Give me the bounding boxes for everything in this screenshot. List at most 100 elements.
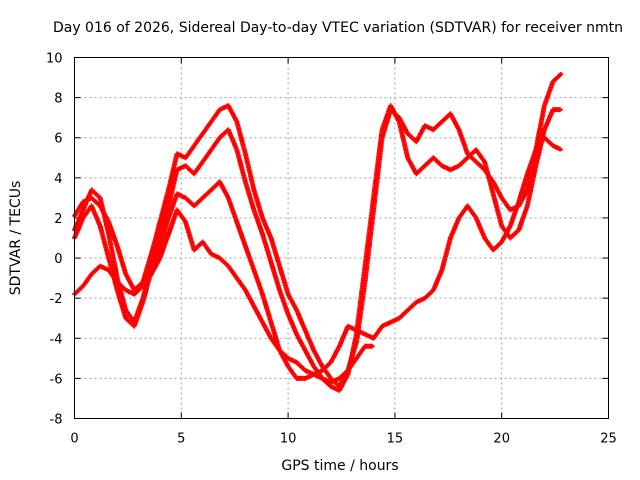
data-point (192, 144, 196, 147)
data-point (338, 389, 341, 392)
data-point (124, 288, 127, 292)
data-point (244, 288, 247, 292)
data-point (252, 304, 256, 308)
data-point (98, 264, 102, 268)
data-point (116, 288, 119, 292)
data-point (380, 325, 384, 328)
data-point (363, 345, 367, 348)
axis-ticks: 0 5 10 15 20 25 -8 -6 -4 -2 0 2 4 6 8 10 (46, 52, 617, 447)
data-point (218, 136, 221, 139)
data-point (526, 172, 529, 176)
data-point (286, 357, 290, 360)
data-point (372, 337, 375, 340)
data-point (483, 236, 486, 240)
data-point (321, 369, 324, 372)
data-point (355, 333, 358, 336)
data-point (500, 224, 503, 228)
data-point (363, 333, 367, 336)
data-point (457, 128, 461, 131)
data-point (440, 164, 444, 167)
data-marks (72, 72, 563, 393)
data-point (286, 313, 290, 316)
data-point (124, 317, 127, 320)
data-point (543, 136, 546, 139)
data-point (269, 260, 273, 264)
y-tick-label: -4 (50, 332, 63, 347)
data-point (175, 168, 179, 172)
data-point (81, 284, 85, 288)
data-point (295, 309, 298, 312)
data-point (269, 236, 273, 240)
data-point (474, 148, 478, 151)
data-point (184, 220, 187, 224)
data-point (423, 124, 427, 127)
data-point (551, 144, 555, 147)
x-tick-label: 15 (387, 432, 404, 447)
x-tick-label: 10 (280, 432, 297, 447)
data-point (150, 252, 153, 256)
data-point (509, 208, 512, 212)
data-point (184, 196, 187, 200)
data-point (440, 268, 444, 272)
data-point (500, 196, 503, 200)
data-point (560, 148, 563, 151)
data-point (303, 377, 307, 380)
data-point (551, 80, 555, 83)
data-point (261, 216, 264, 220)
data-point (363, 264, 367, 268)
data-point (329, 381, 333, 384)
data-point (244, 180, 247, 184)
data-point (329, 385, 333, 388)
data-point (116, 280, 119, 284)
y-tick-label: 10 (46, 52, 63, 67)
data-point (252, 268, 256, 272)
data-point (466, 156, 469, 159)
data-point (466, 204, 469, 208)
data-point (415, 300, 418, 304)
data-point (201, 132, 204, 135)
data-point (201, 160, 204, 163)
data-point (517, 228, 520, 232)
data-point (235, 148, 239, 151)
data-point (201, 196, 204, 200)
x-tick-label: 25 (600, 432, 617, 447)
data-point (560, 108, 563, 111)
x-tick-label: 20 (493, 432, 510, 447)
data-point (329, 377, 333, 380)
data-point (158, 232, 162, 236)
data-point (150, 272, 153, 276)
data-point (286, 292, 290, 296)
data-point (167, 204, 170, 208)
x-tick-label: 0 (70, 432, 78, 447)
y-tick-label: 4 (54, 172, 62, 187)
data-point (175, 208, 179, 212)
data-point (192, 248, 196, 252)
data-point (321, 377, 324, 380)
data-point (90, 188, 93, 192)
data-point (303, 369, 307, 372)
data-point (218, 108, 221, 111)
data-point (491, 180, 495, 184)
data-point (338, 345, 341, 348)
data-point (269, 321, 273, 324)
data-point (227, 128, 230, 131)
data-point (397, 120, 401, 123)
data-point (500, 240, 503, 244)
data-point (432, 156, 435, 159)
data-point (543, 104, 546, 107)
data-point (551, 108, 555, 111)
data-point (397, 317, 401, 320)
data-point (491, 192, 495, 196)
data-point (218, 180, 221, 184)
data-point (312, 365, 315, 368)
plot-frame (74, 57, 609, 419)
data-point (192, 172, 196, 176)
data-point (406, 156, 409, 159)
data-point (526, 204, 529, 208)
data-point (235, 220, 239, 224)
data-point (286, 365, 290, 368)
data-point (175, 152, 179, 155)
data-point (423, 164, 427, 167)
y-tick-label: -8 (50, 413, 63, 428)
